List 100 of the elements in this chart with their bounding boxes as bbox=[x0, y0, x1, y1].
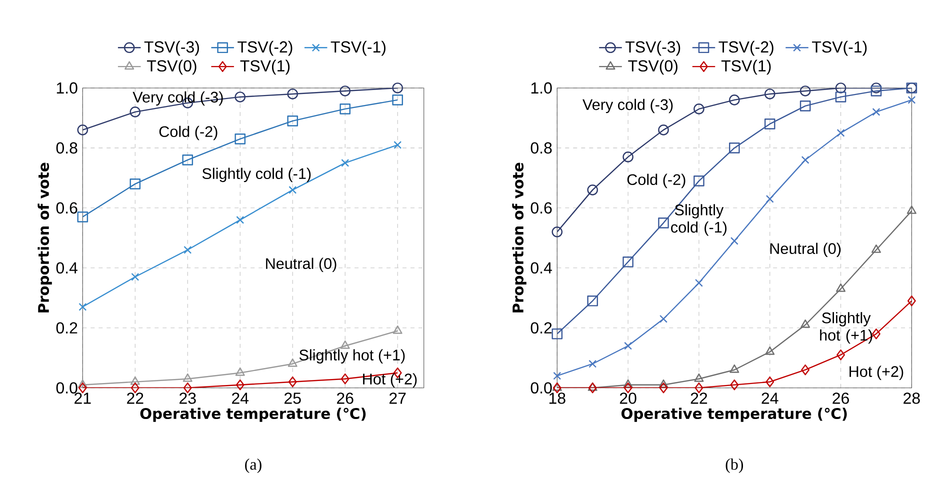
point bbox=[694, 104, 704, 114]
point bbox=[78, 302, 87, 311]
x-tick-label: 24 bbox=[762, 392, 778, 404]
annotation: Neutral (0) bbox=[266, 258, 336, 272]
point bbox=[660, 314, 668, 323]
x-axis-title: Operative temperature (℃) bbox=[140, 408, 366, 422]
y-tick-label: 0.0 bbox=[530, 382, 552, 394]
legend-label: TSV(1) bbox=[721, 60, 771, 75]
point bbox=[836, 129, 845, 138]
x-axis-title: Operative temperature (℃) bbox=[621, 408, 847, 422]
point bbox=[552, 382, 562, 394]
x-tick-label: 22 bbox=[690, 392, 708, 404]
point bbox=[552, 328, 563, 340]
x-tick-label: 24 bbox=[232, 392, 249, 404]
x-tick-label: 23 bbox=[180, 392, 196, 404]
point bbox=[392, 326, 402, 334]
point bbox=[800, 100, 811, 112]
y-axis-title: Proportion of vote bbox=[38, 162, 52, 312]
point bbox=[77, 124, 88, 136]
point bbox=[552, 382, 562, 391]
point bbox=[553, 372, 562, 380]
point bbox=[392, 94, 403, 106]
point bbox=[800, 86, 811, 96]
point bbox=[729, 142, 740, 154]
annotation: Very cold (-3) bbox=[582, 98, 673, 114]
y-tick-label: 0.2 bbox=[56, 322, 78, 334]
point bbox=[78, 382, 87, 394]
y-tick-label: 0.6 bbox=[530, 202, 552, 214]
point bbox=[658, 124, 669, 136]
point bbox=[130, 178, 141, 190]
point bbox=[183, 382, 192, 394]
point bbox=[765, 346, 775, 355]
point bbox=[624, 382, 632, 394]
point bbox=[130, 382, 140, 394]
point bbox=[340, 104, 351, 114]
point bbox=[836, 350, 845, 360]
point bbox=[907, 296, 916, 306]
annotation: Slightly cold (-1) bbox=[202, 168, 311, 182]
point bbox=[729, 94, 740, 106]
point bbox=[234, 134, 246, 144]
text: (b) bbox=[726, 458, 744, 474]
point bbox=[801, 364, 810, 376]
point bbox=[235, 368, 245, 376]
point bbox=[588, 360, 597, 368]
point bbox=[288, 376, 297, 388]
annotation: Cold (-2) bbox=[627, 174, 686, 188]
legend-label: TSV(-3) bbox=[625, 40, 680, 56]
point bbox=[694, 278, 703, 287]
point bbox=[908, 96, 916, 104]
point bbox=[131, 273, 140, 281]
point bbox=[77, 212, 88, 222]
point bbox=[906, 206, 916, 214]
point bbox=[694, 176, 704, 186]
x-tick-label: 28 bbox=[904, 392, 920, 404]
point bbox=[288, 358, 298, 367]
point bbox=[801, 156, 810, 164]
point bbox=[340, 86, 351, 96]
point bbox=[622, 256, 634, 268]
point bbox=[872, 108, 880, 116]
annotation: Slightly cold (-1) bbox=[671, 204, 727, 236]
point bbox=[587, 184, 598, 196]
y-tick-label: 0.4 bbox=[530, 262, 552, 274]
point bbox=[730, 364, 740, 373]
point bbox=[872, 328, 880, 340]
x-tick-label: 18 bbox=[549, 392, 566, 404]
point bbox=[182, 154, 194, 166]
legend-label: TSV(-1) bbox=[812, 40, 867, 56]
point bbox=[236, 216, 244, 224]
x-tick-label: 27 bbox=[390, 392, 406, 404]
x-tick-label: 20 bbox=[620, 392, 636, 404]
legend-label: TSV(1) bbox=[240, 60, 290, 75]
point bbox=[870, 86, 882, 96]
annotation: Slightly hot (+1) bbox=[299, 349, 405, 364]
point bbox=[288, 186, 297, 194]
point bbox=[552, 226, 563, 238]
legend-label: TSV(-2) bbox=[718, 40, 774, 56]
y-tick-label: 0.8 bbox=[56, 142, 78, 154]
point bbox=[624, 342, 632, 350]
point bbox=[340, 340, 350, 349]
text: (a) bbox=[245, 458, 262, 474]
point bbox=[659, 382, 668, 394]
point bbox=[588, 382, 598, 391]
point bbox=[835, 92, 846, 102]
point bbox=[287, 116, 298, 126]
point bbox=[234, 92, 246, 102]
annotation: Neutral (0) bbox=[770, 242, 841, 258]
point bbox=[394, 141, 402, 150]
legend-label: TSV(-2) bbox=[238, 40, 292, 56]
x-tick-label: 25 bbox=[284, 392, 301, 404]
point bbox=[694, 374, 704, 382]
annotation: Slightly hot (+1) bbox=[820, 312, 872, 344]
annotation: Hot (+2) bbox=[363, 373, 417, 388]
point bbox=[835, 82, 846, 94]
y-tick-label: 0.0 bbox=[56, 382, 78, 394]
y-tick-label: 1.0 bbox=[531, 82, 552, 94]
legend-label: TSV(0) bbox=[146, 60, 196, 75]
point bbox=[130, 376, 140, 385]
point bbox=[588, 382, 597, 394]
x-tick-label: 21 bbox=[74, 392, 91, 404]
point bbox=[658, 380, 668, 388]
